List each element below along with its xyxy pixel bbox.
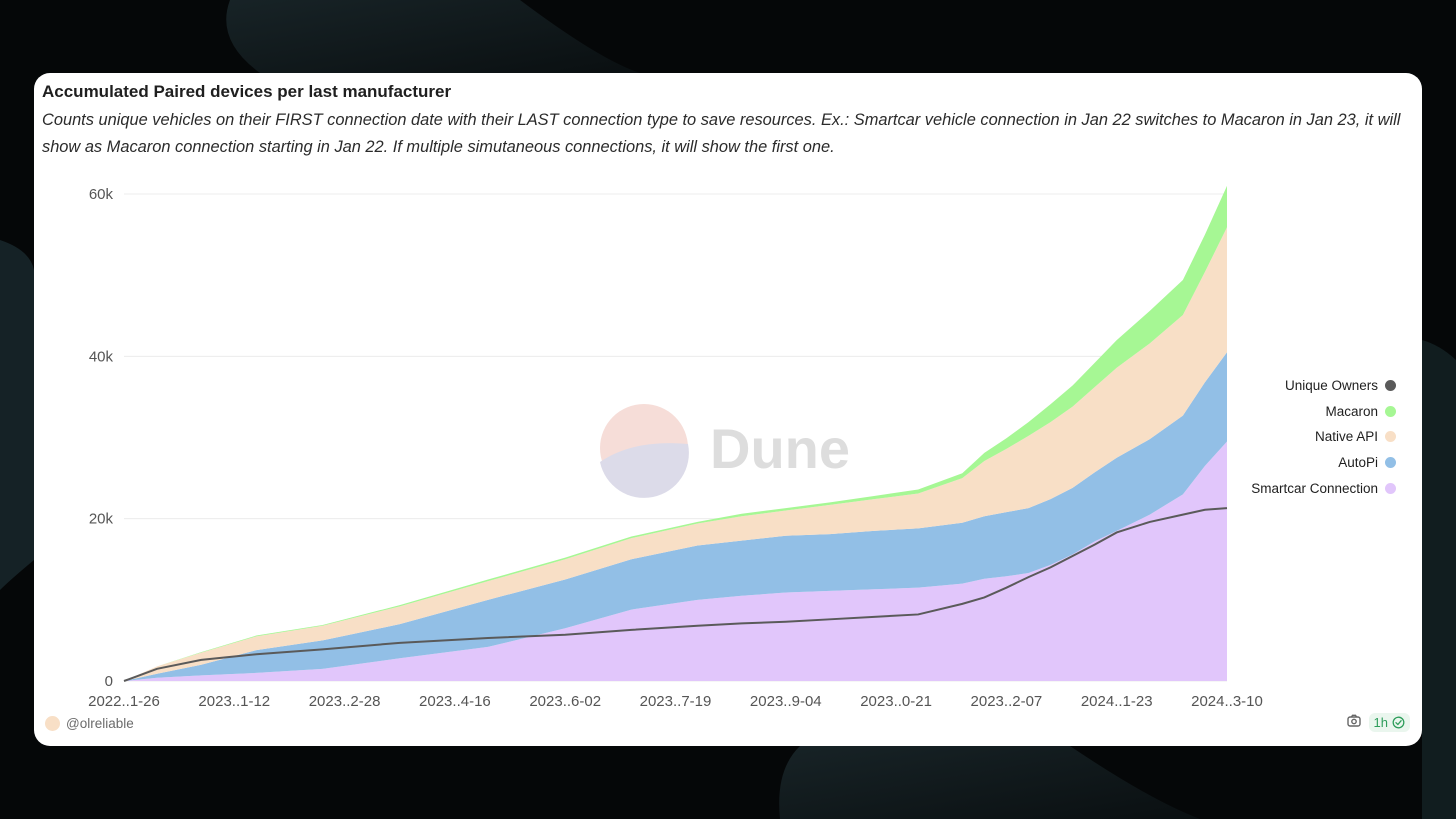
stacked-area-chart: 0 20k 40k 60k Dune 2022..1-26 2023..1-12 2023..… [88,185,1263,710]
area-autopi [124,352,1227,681]
legend-item[interactable]: Native API [1251,424,1396,450]
legend-label: Smartcar Connection [1251,480,1378,496]
legend-label: AutoPi [1338,455,1378,471]
line-unique-owners [123,507,1228,682]
x-tick-label: 2023..9-04 [750,693,822,710]
footer-actions: 1h [1346,713,1410,732]
x-tick-label: 2024..1-23 [1081,693,1153,710]
legend-swatch [1385,482,1396,494]
area-native-api [124,227,1227,682]
refresh-interval: 1h [1373,715,1388,730]
chart-title: Accumulated Paired devices per last manu… [42,82,452,101]
legend-label: Macaron [1325,403,1378,419]
dune-watermark [600,404,689,498]
legend-swatch [1385,457,1396,469]
x-tick-label: 2023..1-12 [198,693,270,710]
y-tick-label: 40k [89,348,114,365]
y-tick-label: 0 [105,673,113,690]
legend-item[interactable]: Macaron [1251,399,1396,425]
legend-item[interactable]: Smartcar Connection [1251,475,1396,501]
x-tick-label: 2023..2-07 [971,693,1043,710]
y-tick-label: 60k [89,186,114,203]
chart-legend: Unique Owners Macaron Native API AutoPi Smar… [1251,373,1396,501]
refresh-badge[interactable]: 1h [1368,713,1410,732]
legend-label: Native API [1314,429,1378,445]
x-tick-label: 2023..4-16 [419,693,491,710]
camera-icon[interactable] [1346,714,1361,732]
x-tick-label: 2022..1-26 [88,693,160,710]
x-tick-label: 2023..2-28 [309,693,381,710]
chart-description: Counts unique vehicles on their FIRST co… [42,111,1401,156]
author-avatar [45,716,60,731]
legend-item[interactable]: Unique Owners [1251,373,1396,399]
x-tick-label: 2023..0-21 [860,693,932,710]
check-circle-icon [1392,716,1405,729]
legend-swatch [1385,380,1396,392]
y-tick-label: 20k [89,511,114,528]
chart-card: 0 20k 40k 60k Dune 2022..1-26 2023..1-12 2023..… [34,73,1422,746]
legend-label: Unique Owners [1284,378,1378,394]
legend-item[interactable]: AutoPi [1251,450,1396,476]
watermark-text: Dune [710,417,850,480]
x-tick-label: 2023..6-02 [529,693,601,710]
author-name: @olreliable [66,716,134,731]
legend-swatch [1385,431,1396,443]
x-tick-label: 2023..7-19 [640,693,712,710]
legend-swatch [1385,405,1396,417]
x-tick-label: 2024..3-10 [1191,693,1263,710]
area-smartcar-connection [124,441,1227,681]
author-tag[interactable]: @olreliable [45,716,134,731]
